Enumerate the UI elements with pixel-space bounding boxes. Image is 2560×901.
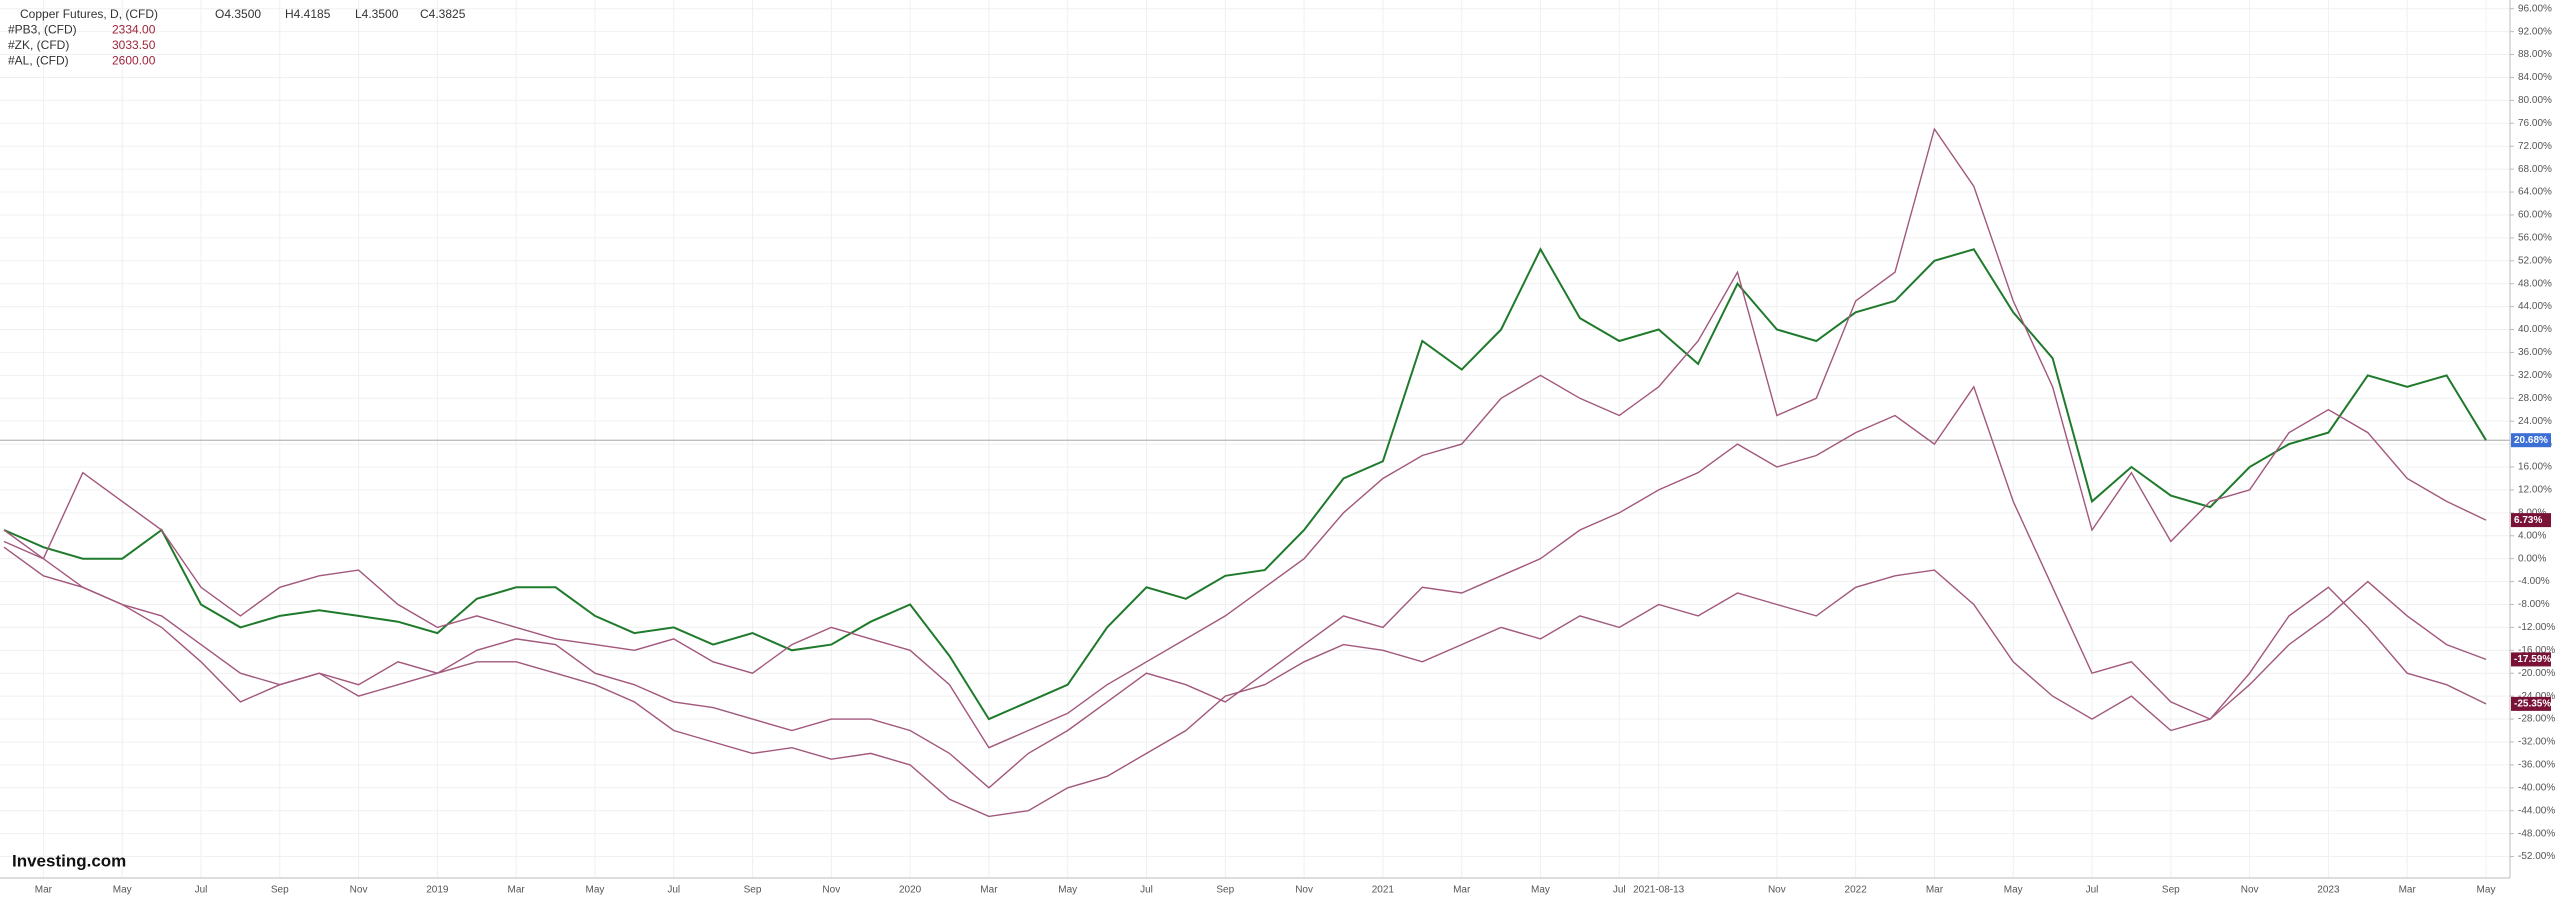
x-tick-label: May	[2477, 885, 2496, 896]
y-tick-label: 0.00%	[2518, 553, 2546, 564]
logo: Investing.com	[12, 851, 126, 870]
y-tick-label: 96.00%	[2518, 3, 2552, 14]
x-tick-label: 2022	[1845, 885, 1868, 896]
legend-close: C4.3825	[420, 7, 466, 21]
x-tick-label: Nov	[822, 885, 840, 896]
x-tick-label: Sep	[744, 885, 762, 896]
x-tick-label: Jul	[667, 885, 680, 896]
y-tick-label: -40.00%	[2518, 782, 2555, 793]
x-tick-label: Nov	[2241, 885, 2259, 896]
legend-low: L4.3500	[355, 7, 399, 21]
x-tick-label: 2021	[1372, 885, 1395, 896]
y-tick-label: 72.00%	[2518, 141, 2552, 152]
lines	[3, 127, 2487, 818]
x-tick-label: May	[1058, 885, 1077, 896]
series-line	[3, 247, 2487, 721]
y-tick-label: 28.00%	[2518, 393, 2552, 404]
legend-price: 2334.00	[112, 23, 156, 37]
x-tick-label: Nov	[1295, 885, 1313, 896]
legend: Copper Futures, D, (CFD) O4.3500 H4.4185…	[8, 7, 466, 68]
legend-name: #AL, (CFD)	[8, 54, 69, 68]
y-tick-label: 44.00%	[2518, 301, 2552, 312]
legend-name: #ZK, (CFD)	[8, 38, 69, 52]
end-tag	[2511, 696, 2551, 711]
y-tick-label: 88.00%	[2518, 49, 2552, 60]
y-tick-label: 84.00%	[2518, 72, 2552, 83]
end-tag-label: 20.68%	[2514, 435, 2548, 446]
legend-high: H4.4185	[285, 7, 331, 21]
x-tick-label: Sep	[1216, 885, 1234, 896]
y-tick-label: -4.00%	[2518, 576, 2550, 587]
end-tag	[2511, 433, 2551, 448]
x-tick-label: 2020	[899, 885, 922, 896]
x-tick-label: May	[113, 885, 132, 896]
y-tick-label: 80.00%	[2518, 95, 2552, 106]
x-tick-label: 2023	[2317, 885, 2340, 896]
y-tick-label: 24.00%	[2518, 416, 2552, 427]
y-tick-label: -52.00%	[2518, 851, 2555, 862]
y-tick-label: 76.00%	[2518, 118, 2552, 129]
series-line	[3, 546, 2487, 818]
x-tick-label: Jul	[1140, 885, 1153, 896]
legend-price: 2600.00	[112, 54, 156, 68]
x-tick-label: Mar	[2399, 885, 2417, 896]
y-tick-label: 56.00%	[2518, 233, 2552, 244]
x-tick-label: Nov	[350, 885, 368, 896]
x-tick-label: Sep	[271, 885, 289, 896]
y-tick-label: 12.00%	[2518, 485, 2552, 496]
y-tick-label: 36.00%	[2518, 347, 2552, 358]
x-tick-label: 2021-08-13	[1633, 885, 1685, 896]
y-tick-label: -48.00%	[2518, 828, 2555, 839]
x-tick-label: Mar	[35, 885, 53, 896]
y-tick-label: 68.00%	[2518, 164, 2552, 175]
x-tick-label: Jul	[2086, 885, 2099, 896]
y-tick-label: -24.00%	[2518, 691, 2555, 702]
y-tick-label: -44.00%	[2518, 805, 2555, 816]
y-tick-label: -36.00%	[2518, 760, 2555, 771]
y-tick-label: -16.00%	[2518, 645, 2555, 656]
legend-price: 3033.50	[112, 38, 156, 52]
x-tick-label: Mar	[1453, 885, 1471, 896]
y-tick-label: 16.00%	[2518, 462, 2552, 473]
y-tick-label: -32.00%	[2518, 737, 2555, 748]
legend-open: O4.3500	[215, 7, 261, 21]
legend-name: #PB3, (CFD)	[8, 23, 77, 37]
end-tag	[2511, 652, 2551, 667]
x-tick-label: May	[1531, 885, 1550, 896]
x-tick-label: May	[585, 885, 604, 896]
x-tick-label: Jul	[1613, 885, 1626, 896]
x-tick-label: Sep	[2162, 885, 2180, 896]
x-tick-label: Jul	[195, 885, 208, 896]
x-tick-label: Mar	[1926, 885, 1944, 896]
y-tick-label: 60.00%	[2518, 210, 2552, 221]
x-tick-label: Mar	[980, 885, 998, 896]
x-tick-label: 2019	[426, 885, 449, 896]
y-tick-label: 92.00%	[2518, 26, 2552, 37]
grid	[0, 0, 2510, 878]
end-tag-label: -25.35%	[2514, 699, 2551, 710]
y-tick-label: -12.00%	[2518, 622, 2555, 633]
x-tick-label: May	[2004, 885, 2023, 896]
y-tick-label: 8.00%	[2518, 507, 2546, 518]
y-tick-label: 52.00%	[2518, 255, 2552, 266]
end-tag-label: -17.59%	[2514, 654, 2551, 665]
end-tag	[2511, 513, 2551, 528]
y-tick-label: 48.00%	[2518, 278, 2552, 289]
y-tick-label: 32.00%	[2518, 370, 2552, 381]
series-line	[3, 385, 2487, 789]
y-tick-label: -20.00%	[2518, 668, 2555, 679]
y-tick-label: 4.00%	[2518, 530, 2546, 541]
y-tick-label: 64.00%	[2518, 187, 2552, 198]
y-tick-label: -28.00%	[2518, 714, 2555, 725]
end-tag-label: 6.73%	[2514, 515, 2542, 526]
x-tick-label: Nov	[1768, 885, 1786, 896]
y-tick-label: -8.00%	[2518, 599, 2550, 610]
legend-main: Copper Futures, D, (CFD)	[20, 7, 158, 21]
y-tick-label: 40.00%	[2518, 324, 2552, 335]
x-tick-label: Mar	[508, 885, 526, 896]
series-line	[3, 127, 2487, 749]
